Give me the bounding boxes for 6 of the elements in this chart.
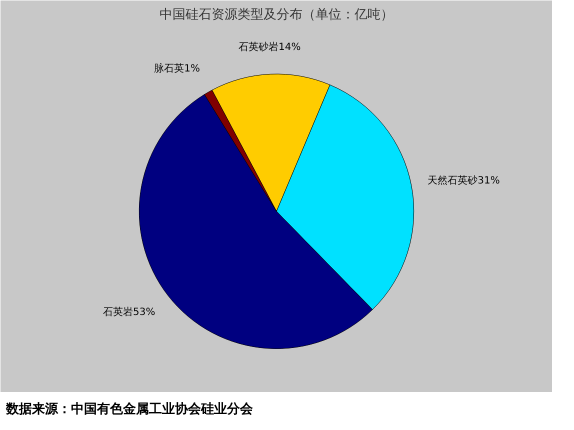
chart-title: 中国硅石资源类型及分布（单位：亿吨） [160,8,394,22]
slice-label: 脉石英1% [154,62,200,75]
source-note: 数据来源：中国有色金属工业协会硅业分会 [6,401,253,419]
slice-label: 天然石英砂31% [428,174,500,186]
slice-label: 石英砂岩14% [238,41,301,54]
slice-label: 石英岩53% [103,306,156,318]
